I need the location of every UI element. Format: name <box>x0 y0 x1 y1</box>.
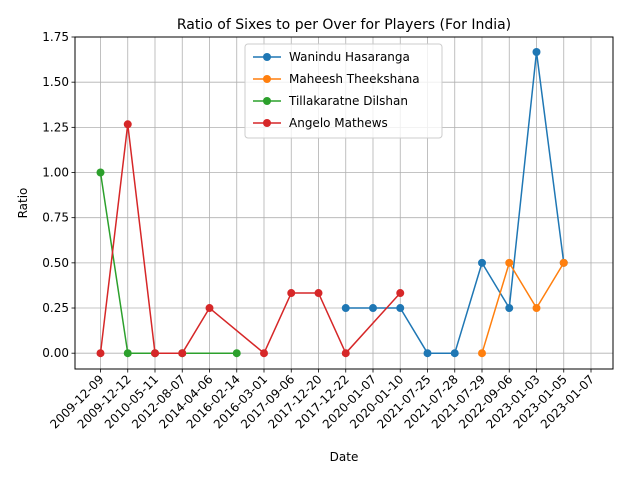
legend-box <box>244 43 443 139</box>
y-axis-label: Ratio <box>16 188 30 219</box>
y-tick-label: 0.75 <box>42 211 69 225</box>
y-tick-label: 1.00 <box>42 166 69 180</box>
y-tick-label: 0.25 <box>42 301 69 315</box>
legend-marker <box>263 97 271 105</box>
series-point <box>505 304 514 313</box>
series-line <box>99 123 401 354</box>
series-point <box>450 349 459 358</box>
series-point <box>423 349 432 358</box>
legend-label: Maheesh Theekshana <box>289 72 420 86</box>
chart-title: Ratio of Sixes to per Over for Players (… <box>177 17 511 33</box>
series-point <box>369 304 377 313</box>
series-point <box>96 349 105 358</box>
series-point <box>178 349 187 358</box>
x-axis-label: Date <box>330 450 359 464</box>
series-point <box>205 304 214 313</box>
series-point <box>341 349 350 358</box>
series-point <box>232 349 241 358</box>
y-tick-label: 1.25 <box>42 120 69 134</box>
plot-series <box>96 47 568 358</box>
legend-marker <box>263 75 271 83</box>
series-point <box>151 349 159 358</box>
legend-marker <box>263 119 271 127</box>
legend-label: Tillakaratne Dilshan <box>288 94 408 108</box>
series-point <box>532 47 541 56</box>
y-tick-label: 0.00 <box>42 346 69 360</box>
series-point <box>396 304 405 313</box>
series-point <box>396 289 405 298</box>
series-line <box>481 262 565 354</box>
y-tick-label: 1.50 <box>42 75 69 89</box>
series-point <box>478 258 486 267</box>
legend-label: Wanindu Hasaranga <box>289 50 410 64</box>
series-point <box>123 120 132 129</box>
series-point <box>532 304 541 313</box>
legend-label: Angelo Mathews <box>289 116 388 130</box>
plot-frame <box>74 36 614 370</box>
series-point <box>123 349 132 358</box>
series-point <box>314 289 323 298</box>
series-point <box>96 168 105 177</box>
y-axis: 0.00 0.25 0.50 0.75 1.00 1.25 1.50 1.75 <box>42 30 75 360</box>
series-point <box>341 304 350 313</box>
series-point <box>478 349 486 358</box>
series-point <box>559 258 568 267</box>
legend-marker <box>263 53 271 61</box>
y-tick-label: 0.50 <box>42 256 69 270</box>
series-point <box>260 349 268 358</box>
y-tick-label: 1.75 <box>42 30 69 44</box>
series-point <box>505 258 514 267</box>
legend: Wanindu Hasaranga Maheesh Theekshana Tilla… <box>244 43 443 139</box>
series-point <box>287 289 296 298</box>
